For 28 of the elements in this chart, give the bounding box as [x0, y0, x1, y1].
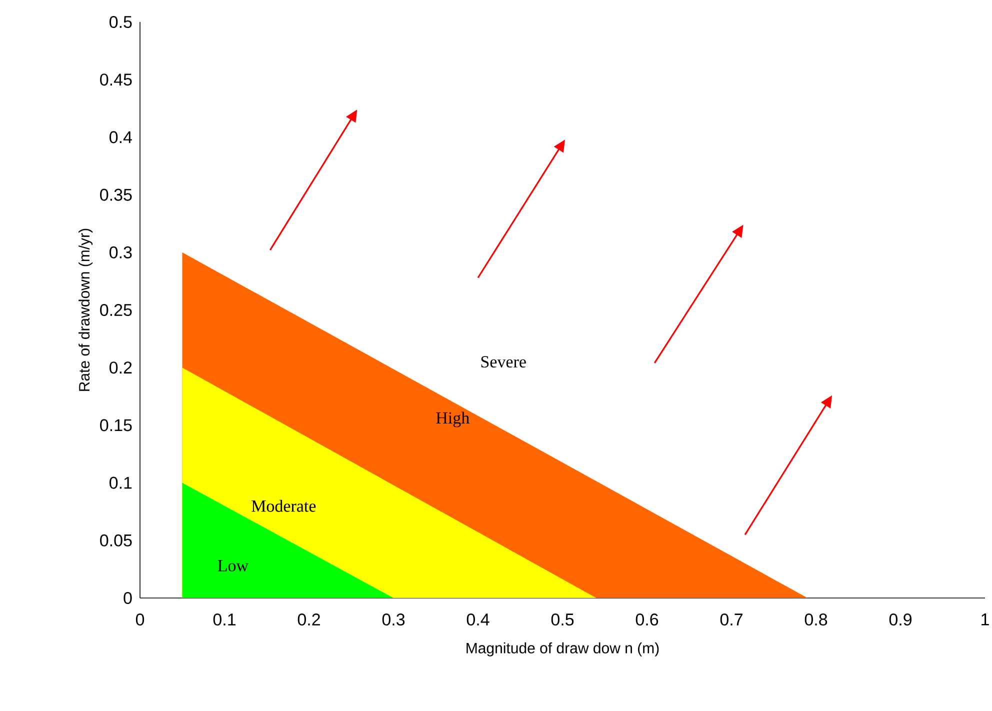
y-tick-label: 0.15 — [100, 419, 132, 432]
annotation: Low — [218, 560, 248, 572]
y-tick-label: 0.1 — [110, 476, 132, 489]
x-tick-label: 0 — [136, 614, 144, 626]
annotation: High — [436, 412, 470, 428]
annotation: Severe — [481, 356, 526, 368]
x-axis-title: Magnitude of draw dow n (m) — [466, 642, 659, 656]
y-tick-label: 0.4 — [110, 131, 132, 144]
x-tick-label: 0.1 — [213, 614, 236, 626]
x-tick-label: 0.4 — [466, 614, 490, 626]
x-tick-label: 0.3 — [382, 614, 405, 626]
y-tick-label: 0.45 — [100, 74, 132, 86]
y-tick-label: 0.05 — [100, 534, 132, 546]
y-tick-label: 0.35 — [100, 188, 132, 201]
x-tick-label: 0.2 — [298, 614, 320, 626]
y-axis-title: Rate of drawdown (m/yr) — [78, 228, 93, 391]
annotation: Moderate — [252, 500, 316, 512]
x-tick-label: 0.9 — [889, 614, 912, 626]
y-tick-label: 0 — [124, 592, 132, 604]
x-tick-label: 0.8 — [804, 614, 828, 626]
y-tick-label: 0.25 — [100, 304, 132, 316]
y-tick-label: 0.5 — [110, 16, 132, 28]
x-tick-label: 0.6 — [636, 614, 658, 626]
y-tick-label: 0.3 — [110, 246, 132, 258]
y-tick-label: 0.2 — [110, 362, 132, 374]
x-tick-label: 0.5 — [551, 614, 574, 626]
x-tick-label: 1 — [982, 614, 989, 626]
x-tick-label: 0.7 — [720, 614, 742, 626]
